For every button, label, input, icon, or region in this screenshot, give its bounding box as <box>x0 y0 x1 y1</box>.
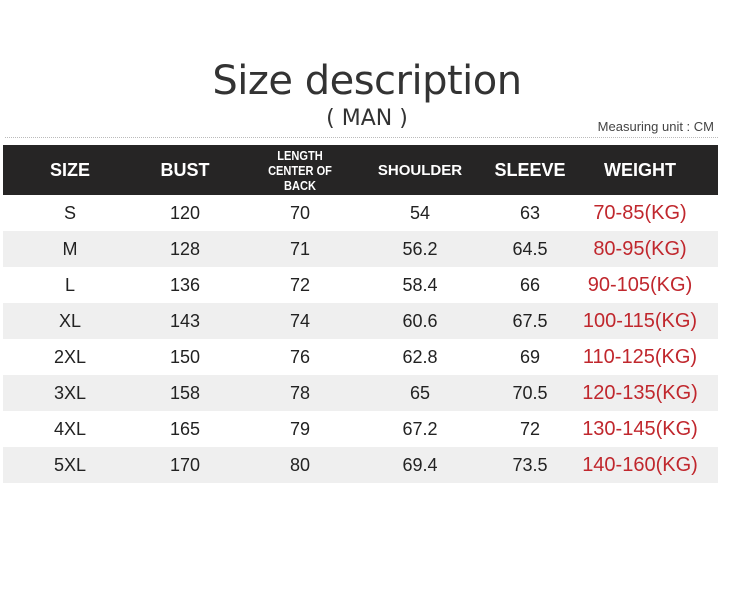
cell-sleeve: 63 <box>519 202 541 223</box>
cell-sleeve: 64.5 <box>512 238 548 259</box>
table-row: 5XL 170 80 69.4 73.5 140-160(KG) <box>3 447 718 483</box>
cell-shoulder: 67.2 <box>402 418 438 439</box>
cell-bust: 128 <box>169 238 201 259</box>
header-length: LENGTH CENTER OF BACK <box>253 148 347 193</box>
cell-shoulder: 60.6 <box>402 310 438 331</box>
cell-weight: 140-160(KG) <box>582 453 698 476</box>
header-length-line2: CENTER OF BACK <box>268 162 332 193</box>
header-size: SIZE <box>49 159 90 180</box>
cell-weight: 90-105(KG) <box>587 273 693 296</box>
header-length-line1: LENGTH <box>277 147 323 163</box>
table-row: 4XL 165 79 67.2 72 130-145(KG) <box>3 411 718 447</box>
size-table: SIZE BUST LENGTH CENTER OF BACK SHOULDER … <box>3 145 718 483</box>
cell-weight: 110-125(KG) <box>582 345 698 368</box>
cell-sleeve: 72 <box>519 418 541 439</box>
cell-sleeve: 66 <box>519 274 541 295</box>
cell-weight: 100-115(KG) <box>582 309 698 332</box>
cell-sleeve: 70.5 <box>512 382 548 403</box>
table-row: 2XL 150 76 62.8 69 110-125(KG) <box>3 339 718 375</box>
cell-size: 4XL <box>53 418 87 439</box>
cell-length: 79 <box>289 418 311 439</box>
cell-size: XL <box>58 310 82 331</box>
header-bust: BUST <box>160 159 210 180</box>
table-row: L 136 72 58.4 66 90-105(KG) <box>3 267 718 303</box>
table-row: S 120 70 54 63 70-85(KG) <box>3 195 718 231</box>
cell-bust: 136 <box>169 274 201 295</box>
table-header: SIZE BUST LENGTH CENTER OF BACK SHOULDER … <box>3 145 718 195</box>
cell-size: S <box>63 202 76 223</box>
cell-size: 5XL <box>53 454 87 475</box>
cell-weight: 130-145(KG) <box>582 417 698 440</box>
cell-length: 72 <box>289 274 311 295</box>
cell-sleeve: 67.5 <box>512 310 548 331</box>
cell-weight: 120-135(KG) <box>582 381 698 404</box>
cell-shoulder: 54 <box>409 202 431 223</box>
table-row: XL 143 74 60.6 67.5 100-115(KG) <box>3 303 718 339</box>
cell-size: L <box>64 274 75 295</box>
cell-length: 80 <box>289 454 311 475</box>
header-shoulder: SHOULDER <box>377 161 463 179</box>
subtitle: ( MAN ) <box>326 106 408 131</box>
cell-size: 2XL <box>53 346 87 367</box>
header-weight: WEIGHT <box>604 159 676 180</box>
cell-bust: 150 <box>169 346 201 367</box>
measuring-unit: Measuring unit : CM <box>597 119 714 134</box>
cell-weight: 70-85(KG) <box>593 201 687 224</box>
cell-size: M <box>62 238 78 259</box>
header-sleeve: SLEEVE <box>494 159 566 180</box>
cell-bust: 143 <box>169 310 201 331</box>
cell-sleeve: 69 <box>519 346 541 367</box>
cell-length: 78 <box>289 382 311 403</box>
divider <box>5 137 718 138</box>
cell-bust: 158 <box>169 382 201 403</box>
cell-length: 76 <box>289 346 311 367</box>
cell-shoulder: 69.4 <box>402 454 438 475</box>
cell-shoulder: 58.4 <box>402 274 438 295</box>
cell-size: 3XL <box>53 382 87 403</box>
table-row: 3XL 158 78 65 70.5 120-135(KG) <box>3 375 718 411</box>
cell-weight: 80-95(KG) <box>593 237 687 260</box>
cell-shoulder: 65 <box>409 382 431 403</box>
page-title: Size description <box>212 58 522 104</box>
cell-length: 71 <box>289 238 311 259</box>
cell-bust: 120 <box>169 202 201 223</box>
cell-shoulder: 56.2 <box>402 238 438 259</box>
cell-shoulder: 62.8 <box>402 346 438 367</box>
cell-bust: 170 <box>169 454 201 475</box>
cell-bust: 165 <box>169 418 201 439</box>
table-body: S 120 70 54 63 70-85(KG) M 128 71 56.2 64.5 80-95(K… <box>3 195 718 483</box>
cell-length: 74 <box>289 310 311 331</box>
table-row: M 128 71 56.2 64.5 80-95(KG) <box>3 231 718 267</box>
cell-length: 70 <box>289 202 311 223</box>
cell-sleeve: 73.5 <box>512 454 548 475</box>
